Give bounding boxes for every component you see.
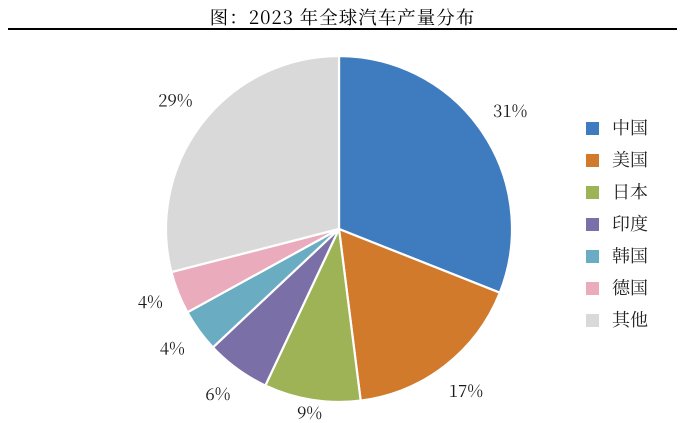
svg-text:31%: 31%	[493, 97, 527, 122]
svg-text:9%: 9%	[297, 399, 322, 423]
svg-text:17%: 17%	[449, 377, 483, 402]
svg-text:6%: 6%	[205, 380, 230, 405]
svg-text:4%: 4%	[138, 288, 163, 313]
svg-text:4%: 4%	[160, 334, 185, 359]
svg-text:29%: 29%	[158, 86, 192, 111]
